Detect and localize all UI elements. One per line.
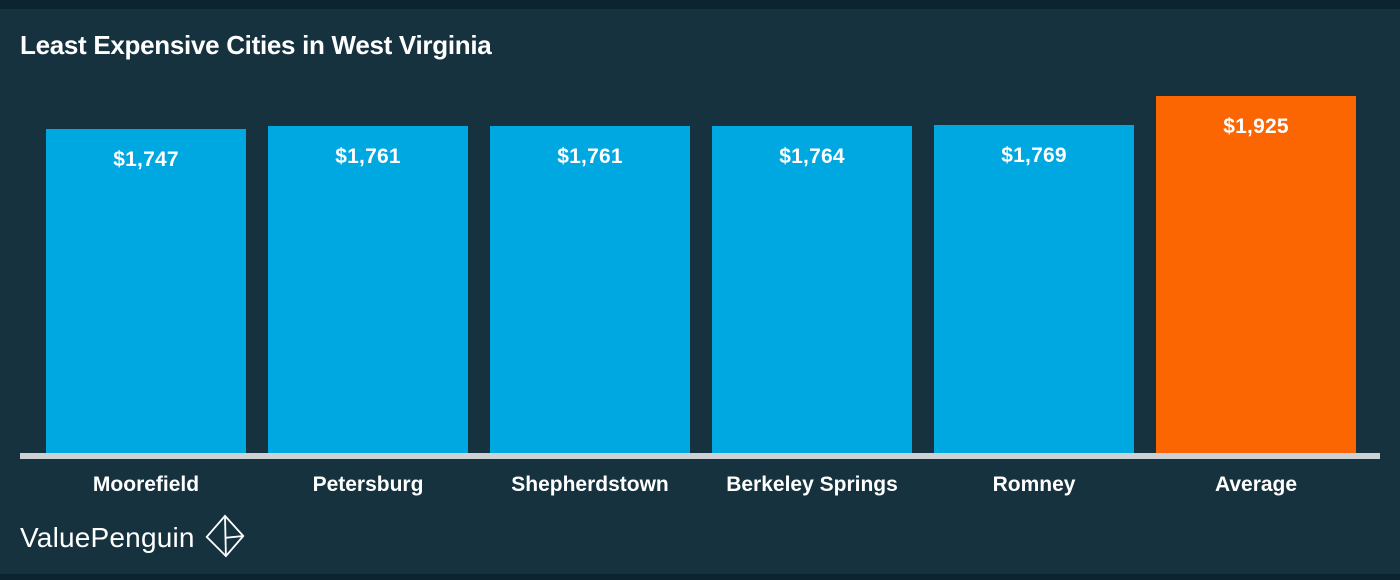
brand-name: ValuePenguin	[20, 522, 195, 553]
top-edge-strip	[0, 0, 1400, 9]
origami-penguin-icon	[205, 514, 245, 558]
x-axis-label-romney: Romney	[992, 473, 1076, 496]
bar-average: $1,925	[1156, 96, 1356, 453]
bar-value-label: $1,747	[113, 148, 179, 171]
bar-value-label: $1,761	[335, 145, 401, 168]
x-axis-label-berkeley-springs: Berkeley Springs	[726, 473, 898, 496]
x-axis-label-petersburg: Petersburg	[312, 473, 424, 496]
bar-value-label: $1,764	[779, 145, 845, 168]
bar-value-label: $1,769	[1001, 144, 1067, 167]
chart-title: Least Expensive Cities in West Virginia	[20, 30, 492, 60]
x-axis-label-shepherdstown: Shepherdstown	[511, 473, 669, 496]
x-axis-label-average: Average	[1214, 473, 1298, 496]
x-axis-label-moorefield: Moorefield	[92, 473, 200, 496]
x-axis-line	[20, 453, 1380, 459]
bar-moorefield: $1,747	[46, 129, 246, 453]
bar-value-label: $1,761	[557, 145, 623, 168]
bottom-edge-strip	[0, 574, 1400, 580]
bar-petersburg: $1,761	[268, 126, 468, 453]
bar-romney: $1,769	[934, 125, 1134, 453]
bar-value-label: $1,925	[1223, 115, 1289, 138]
brand-logo: ValuePenguin	[20, 512, 246, 564]
bar-shepherdstown: $1,761	[490, 126, 690, 453]
bar-berkeley-springs: $1,764	[712, 126, 912, 453]
